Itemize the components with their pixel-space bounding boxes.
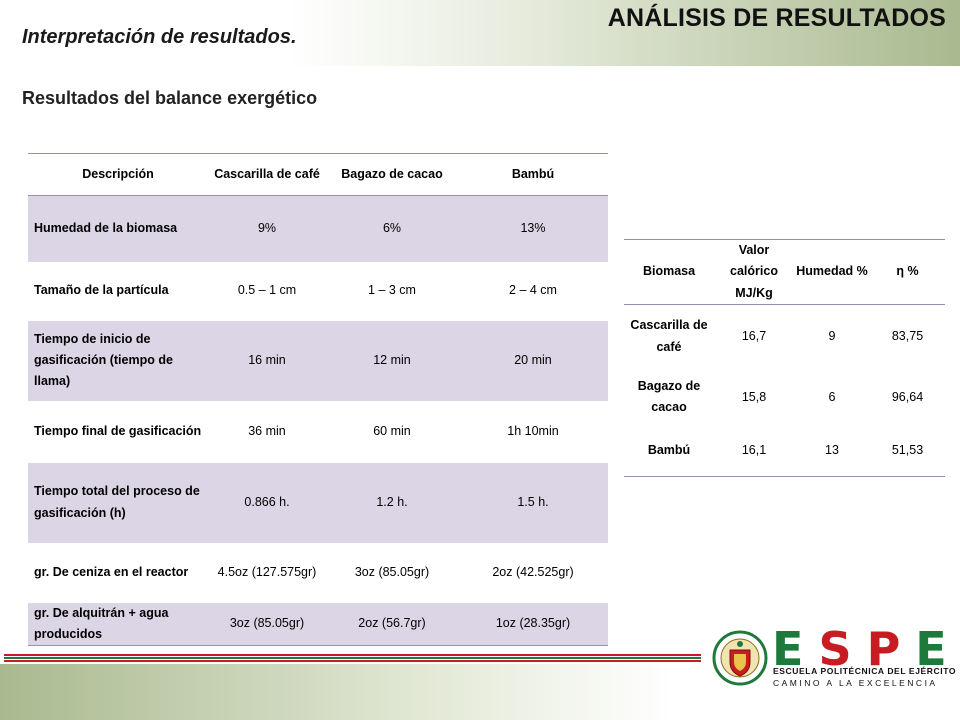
table-cell: 13 <box>794 426 870 477</box>
table-row: gr. De ceniza en el reactor 4.5oz (127.5… <box>28 543 608 603</box>
row-label: Cascarilla de café <box>630 318 708 354</box>
table-cell: 36 min <box>248 423 286 438</box>
table-cell: 12 min <box>326 320 458 401</box>
table-cell: 0.866 h. <box>208 462 326 543</box>
table-cell: 51,53 <box>870 426 945 477</box>
efficiency-table-header-row: Biomasa Valor calórico MJ/Kg Humedad % η… <box>624 239 945 305</box>
efficiency-table: Biomasa Valor calórico MJ/Kg Humedad % η… <box>624 239 945 477</box>
table-cell: 2oz (56.7gr) <box>326 602 458 646</box>
table-cell: 2oz (42.525gr) <box>492 564 574 579</box>
table-cell: 0.5 – 1 cm <box>237 283 297 298</box>
header-cell: Cascarilla de café <box>208 153 326 196</box>
table-cell: 4.5oz (127.575gr) <box>217 564 317 579</box>
table-cell: 1.2 h. <box>326 462 458 543</box>
row-label: Tamaño de la partícula <box>34 283 169 298</box>
table-row: Tamaño de la partícula 0.5 – 1 cm 1 – 3 … <box>28 262 608 321</box>
table-cell: 9% <box>208 195 326 262</box>
table-cell: 16,7 <box>741 328 767 343</box>
header-cell: Humedad % <box>794 239 870 305</box>
table-cell: 6% <box>326 195 458 262</box>
slide-title: ANÁLISIS DE RESULTADOS <box>607 4 946 32</box>
table-cell: 83,75 <box>891 328 924 343</box>
row-label: gr. De alquitrán + agua producidos <box>28 602 208 646</box>
section-title: Resultados del balance exergético <box>22 88 318 108</box>
logo-letter: S <box>818 622 867 676</box>
header-cell: Valor calórico MJ/Kg <box>714 239 794 305</box>
logo-institution-name: ESCUELA POLITÉCNICA DEL EJÉRCITO <box>773 666 957 676</box>
table-row: Tiempo de inicio de gasificación (tiempo… <box>28 320 608 401</box>
espe-logo: ESPE ESCUELA POLITÉCNICA DEL EJÉRCITO CA… <box>706 622 955 690</box>
table-row: Tiempo final de gasificación 36 min 60 m… <box>28 401 608 463</box>
results-table-header-row: Descripción Cascarilla de café Bagazo de… <box>28 153 608 196</box>
header-cell: Descripción <box>28 153 208 196</box>
table-cell: 96,64 <box>891 389 924 404</box>
table-cell: 6 <box>828 389 836 404</box>
table-cell: 1 – 3 cm <box>368 283 416 298</box>
row-label: gr. De ceniza en el reactor <box>34 564 189 579</box>
table-row: Humedad de la biomasa 9% 6% 13% <box>28 195 608 262</box>
table-cell: 13% <box>458 195 608 262</box>
logo-motto: CAMINO A LA EXCELENCIA <box>773 678 938 688</box>
stripe <box>4 660 701 662</box>
row-label: Tiempo total del proceso de gasificación… <box>28 462 208 543</box>
row-label: Tiempo de inicio de gasificación (tiempo… <box>28 320 208 401</box>
header-cell: Bambú <box>458 153 608 196</box>
table-cell: 60 min <box>373 423 411 438</box>
table-row: Cascarilla de café 16,7 9 83,75 <box>624 304 945 368</box>
table-cell: 1.5 h. <box>458 462 608 543</box>
logo-letter: E <box>772 622 819 676</box>
table-row: Tiempo total del proceso de gasificación… <box>28 462 608 543</box>
stripe <box>4 657 701 659</box>
table-cell: 2 – 4 cm <box>509 283 557 298</box>
logo-letter: E <box>915 622 960 676</box>
header-cell: Bagazo de cacao <box>326 153 458 196</box>
header-cell: Biomasa <box>624 239 714 305</box>
table-cell: 3oz (85.05gr) <box>354 564 430 579</box>
row-label: Bagazo de cacao <box>637 379 701 415</box>
table-row: Bagazo de cacao 15,8 6 96,64 <box>624 368 945 426</box>
logo-letter: P <box>866 622 916 676</box>
table-cell: 3oz (85.05gr) <box>208 602 326 646</box>
table-cell: 1h 10min <box>507 423 559 438</box>
flag-stripes <box>4 654 701 663</box>
table-cell: 20 min <box>458 320 608 401</box>
table-row: gr. De alquitrán + agua producidos 3oz (… <box>28 602 608 646</box>
stripe <box>4 654 701 656</box>
table-cell: 15,8 <box>741 389 767 404</box>
slide-subtitle: Interpretación de resultados. <box>22 26 297 48</box>
table-cell: 1oz (28.35gr) <box>458 602 608 646</box>
university-seal-icon <box>712 630 768 686</box>
row-label: Tiempo final de gasificación <box>34 423 202 438</box>
row-label: Bambú <box>624 426 714 477</box>
results-table: Descripción Cascarilla de café Bagazo de… <box>28 153 608 646</box>
table-row: Bambú 16,1 13 51,53 <box>624 426 945 477</box>
espe-wordmark: ESPE <box>772 622 960 676</box>
row-label: Humedad de la biomasa <box>28 195 208 262</box>
header-band <box>0 0 960 66</box>
table-cell: 9 <box>828 328 836 343</box>
table-cell: 16,1 <box>714 426 794 477</box>
table-cell: 16 min <box>208 320 326 401</box>
header-cell: η % <box>870 239 945 305</box>
